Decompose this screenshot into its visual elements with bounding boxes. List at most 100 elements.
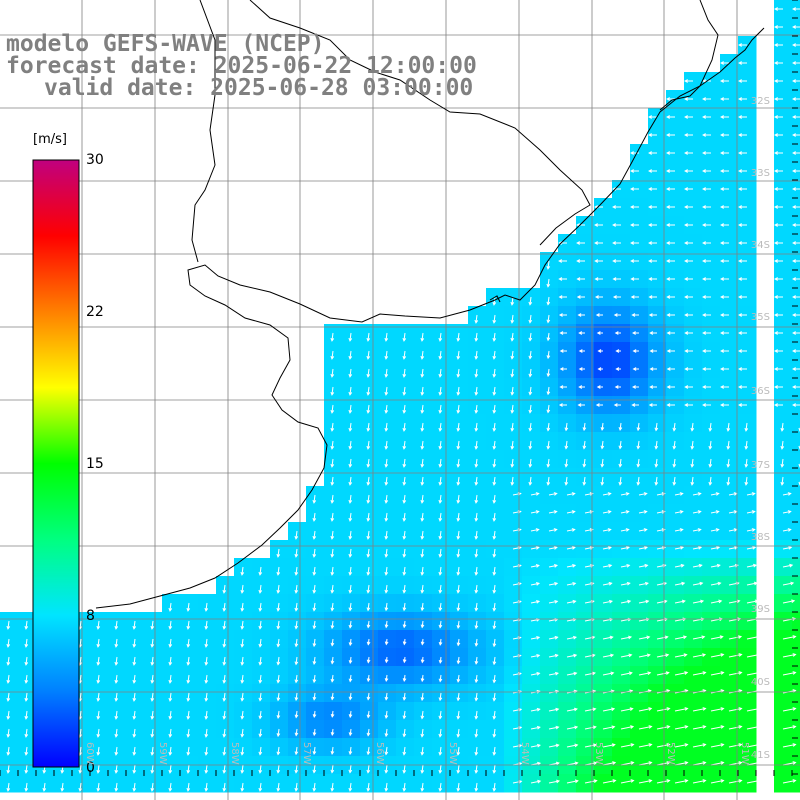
wind-arrow-head [294, 607, 299, 612]
wind-arrow-head [456, 553, 461, 558]
wind-arrow-head [420, 697, 425, 702]
wind-arrow [602, 582, 612, 586]
wind-arrow [457, 710, 460, 719]
wind-arrow-head [684, 259, 688, 263]
wind-arrow [529, 296, 532, 305]
wind-arrow [584, 672, 596, 676]
wind-arrow-head [546, 319, 551, 324]
wind-arrow-head [726, 427, 731, 432]
wind-arrow [25, 692, 28, 701]
wind-arrow-head [630, 259, 635, 263]
wind-arrow [674, 743, 688, 748]
wind-arrow-head [780, 427, 785, 432]
wind-arrow [457, 584, 460, 593]
wind-arrow-head [720, 241, 724, 245]
wind-arrow [259, 764, 262, 773]
wind-arrow [169, 746, 172, 755]
wind-arrow-head [720, 761, 725, 765]
wind-arrow [710, 743, 724, 748]
wind-arrow-head [366, 445, 371, 450]
wind-arrow-head [474, 481, 479, 486]
wind-arrow-head [456, 481, 461, 486]
wind-arrow [205, 710, 208, 719]
wind-arrow [638, 761, 652, 766]
wind-arrow-head [150, 625, 155, 630]
wind-speed-cell [720, 324, 739, 343]
wind-arrow [781, 476, 784, 485]
wind-arrow-head [559, 331, 564, 335]
wind-arrow-head [665, 671, 670, 675]
wind-arrow [782, 671, 796, 676]
wind-speed-cell [774, 252, 793, 271]
model-title: modelo GEFS-WAVE (NCEP) [6, 31, 325, 57]
wind-arrow-head [744, 463, 749, 468]
wind-arrow [385, 494, 388, 503]
wind-arrow-head [708, 463, 713, 468]
wind-speed-cell [666, 306, 685, 325]
wind-arrow [548, 780, 560, 784]
wind-arrow-head [420, 624, 425, 629]
wind-arrow [547, 260, 550, 269]
wind-arrow-head [492, 679, 497, 684]
wind-arrow-head [720, 331, 724, 335]
wind-arrow-head [348, 660, 353, 665]
wind-speed-cell [684, 342, 703, 361]
wind-arrow [169, 656, 172, 665]
wind-arrow [547, 386, 550, 395]
wind-arrow-head [420, 517, 425, 522]
wind-arrow [692, 636, 705, 640]
wind-arrow [475, 746, 478, 755]
wind-arrow-head [738, 97, 742, 101]
wind-arrow-head [648, 133, 652, 137]
wind-arrow [115, 746, 118, 755]
wind-arrow-head [535, 528, 540, 532]
wind-arrow-head [615, 367, 620, 371]
wind-arrow-head [24, 661, 29, 666]
wind-arrow-head [630, 277, 635, 281]
wind-arrow-head [186, 751, 191, 756]
wind-arrow-head [366, 624, 371, 629]
wind-arrow [620, 726, 634, 730]
wind-arrow-head [628, 635, 633, 640]
wind-arrow [367, 332, 370, 341]
wind-arrow-head [330, 678, 335, 683]
wind-speed-cell [684, 288, 703, 307]
wind-arrow-head [572, 563, 577, 568]
wind-arrow-head [644, 563, 649, 568]
wind-arrow-head [630, 295, 635, 299]
lon-label: 56W [374, 742, 385, 765]
wind-arrow [710, 671, 724, 676]
wind-arrow [403, 746, 406, 755]
wind-arrow-head [168, 643, 173, 648]
wind-arrow [7, 782, 10, 791]
wind-arrow-head [384, 391, 389, 396]
wind-arrow-head [661, 546, 667, 550]
wind-arrow-head [474, 373, 479, 378]
wind-arrow [475, 764, 478, 773]
wind-speed-cell [702, 144, 721, 163]
wind-arrow-head [792, 61, 796, 65]
lon-label: 59W [157, 742, 168, 765]
wind-speed-cell [558, 252, 577, 271]
wind-arrow-head [715, 528, 720, 532]
wind-arrow [7, 746, 10, 755]
wind-arrow-head [632, 349, 637, 353]
wind-arrow-head [168, 751, 173, 756]
wind-arrow [601, 458, 604, 467]
wind-arrow [637, 440, 640, 449]
wind-arrow [602, 726, 615, 730]
wind-arrow-head [420, 355, 425, 360]
wind-speed-cell [558, 342, 577, 361]
wind-arrow-head [720, 295, 724, 299]
wind-arrow-head [276, 787, 281, 792]
wind-arrow-head [610, 671, 615, 676]
wind-arrow [548, 546, 557, 550]
wind-arrow-head [402, 391, 407, 396]
wind-arrow-head [654, 427, 659, 432]
wind-speed-cell [576, 270, 595, 289]
wind-arrow-head [626, 563, 631, 568]
wind-arrow [530, 600, 540, 604]
wind-arrow-head [672, 481, 677, 486]
wind-arrow-head [438, 553, 443, 558]
wind-arrow [602, 564, 612, 568]
